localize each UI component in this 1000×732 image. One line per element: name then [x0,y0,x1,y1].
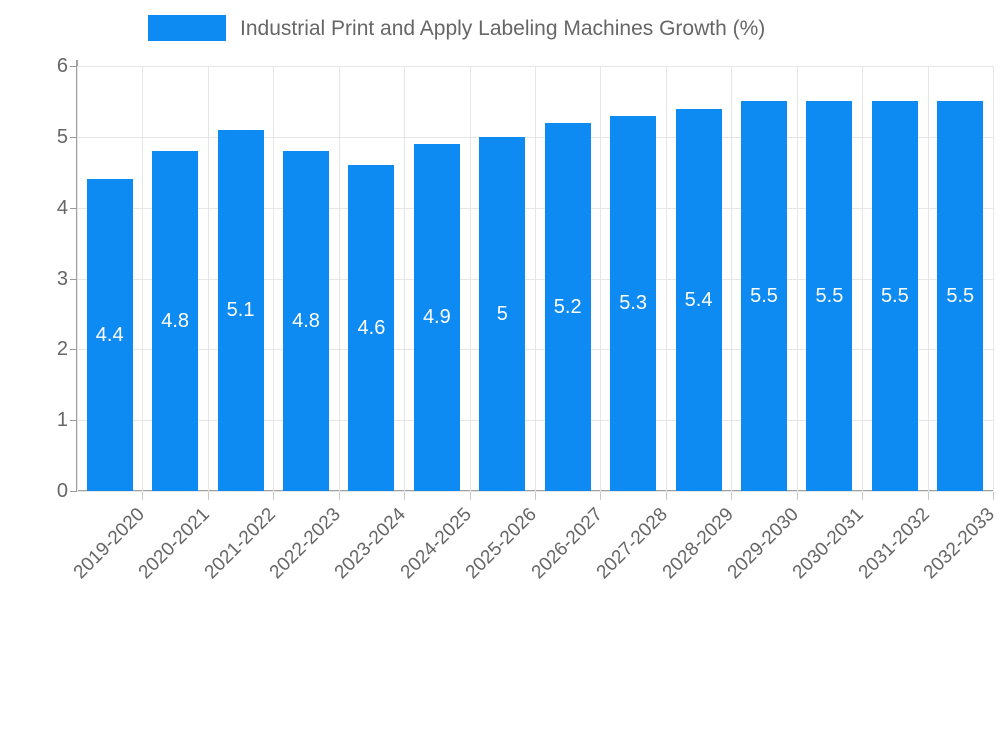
gridline-vertical [404,66,405,491]
x-axis-tick-mark [862,492,863,500]
y-axis-tick-label: 4 [56,196,68,219]
bar[interactable]: 5.5 [937,101,984,491]
bar-value-label: 4.4 [95,324,124,347]
chart-legend: Industrial Print and Apply Labeling Mach… [148,12,765,44]
bar[interactable]: 5.5 [806,101,853,491]
y-axis-tick-mark [70,491,78,492]
bar[interactable]: 5 [479,136,526,491]
legend-color-swatch [148,15,226,41]
x-axis-tick-mark [470,492,471,500]
gridline-vertical [862,66,863,491]
gridline-vertical [142,66,143,491]
gridline-vertical [339,66,340,491]
gridline-vertical [77,66,78,491]
bar[interactable]: 5.5 [741,101,787,491]
bar-value-label: 5.4 [684,288,713,311]
gridline-vertical [731,66,732,491]
x-axis-tick-mark [797,492,798,500]
gridline-vertical [208,66,209,491]
bar[interactable]: 5.3 [610,115,657,491]
y-axis-tick-label: 2 [56,338,68,361]
plot-area: 4.4 4.8 5.1 4.8 4.6 4.9 5 5.2 5.3 5.4 5.5 5.5 5.5 5.5 [77,66,994,492]
x-axis-tick-mark [928,492,929,500]
x-axis-tick-mark [600,492,601,500]
bar-value-label: 5.3 [619,292,648,315]
bar-value-label: 5.5 [815,285,844,308]
y-axis-tick-label: 3 [56,267,68,290]
x-axis-tick-mark [273,492,274,500]
bar[interactable]: 4.4 [86,179,133,491]
x-axis-tick-mark [208,492,209,500]
bar[interactable]: 4.8 [283,151,329,491]
y-axis-tick-mark [70,66,78,67]
x-axis-tick-mark [993,492,994,500]
bar[interactable]: 5.4 [675,108,722,491]
x-axis-tick-mark [404,492,405,500]
y-axis-tick-mark [70,207,78,209]
y-axis-tick-label: 0 [56,480,68,502]
bar[interactable]: 5.5 [871,101,918,491]
bar-value-label: 5.2 [553,295,582,318]
gridline-vertical [666,66,667,491]
y-axis-tick-mark [70,349,78,351]
gridline-vertical [993,66,994,491]
bar[interactable]: 4.9 [413,143,460,491]
y-axis-tick-mark [70,420,78,422]
gridline-vertical [535,66,536,491]
gridline-vertical [600,66,601,491]
bar-value-label: 5.5 [946,285,975,308]
bar[interactable]: 4.6 [348,165,395,491]
y-axis-tick-label: 5 [56,125,68,148]
bar-value-label: 5.5 [750,285,778,308]
x-axis-tick-mark [339,492,340,500]
x-axis-tick-mark [731,492,732,500]
y-axis-tick-mark [70,136,78,138]
bar-value-label: 4.6 [357,317,386,340]
gridline-vertical [928,66,929,491]
bar[interactable]: 4.8 [152,151,199,491]
y-axis-tick-labels: 0 1 2 3 4 5 6 [32,0,68,600]
bar-chart: Industrial Print and Apply Labeling Mach… [32,0,1000,600]
y-axis-tick-mark [70,278,78,280]
y-axis-tick-label: 1 [56,409,68,432]
bar-value-label: 4.8 [161,310,190,332]
bar-value-label: 5 [496,302,508,325]
y-axis-tick-label: 6 [56,55,68,77]
gridline-horizontal [77,491,993,492]
x-axis-tick-mark [666,492,667,500]
bar-value-label: 5.1 [226,299,255,322]
bar[interactable]: 5.1 [217,129,264,491]
x-axis-tick-mark [142,492,143,500]
bar[interactable]: 5.2 [544,122,591,491]
gridline-vertical [470,66,471,491]
bar-value-label: 5.5 [880,285,909,308]
bar-value-label: 4.8 [292,310,320,332]
bar-value-label: 4.9 [422,306,451,329]
legend-label: Industrial Print and Apply Labeling Mach… [240,16,766,40]
x-axis-tick-mark [535,492,536,500]
gridline-vertical [273,66,274,491]
gridline-vertical [797,66,798,491]
